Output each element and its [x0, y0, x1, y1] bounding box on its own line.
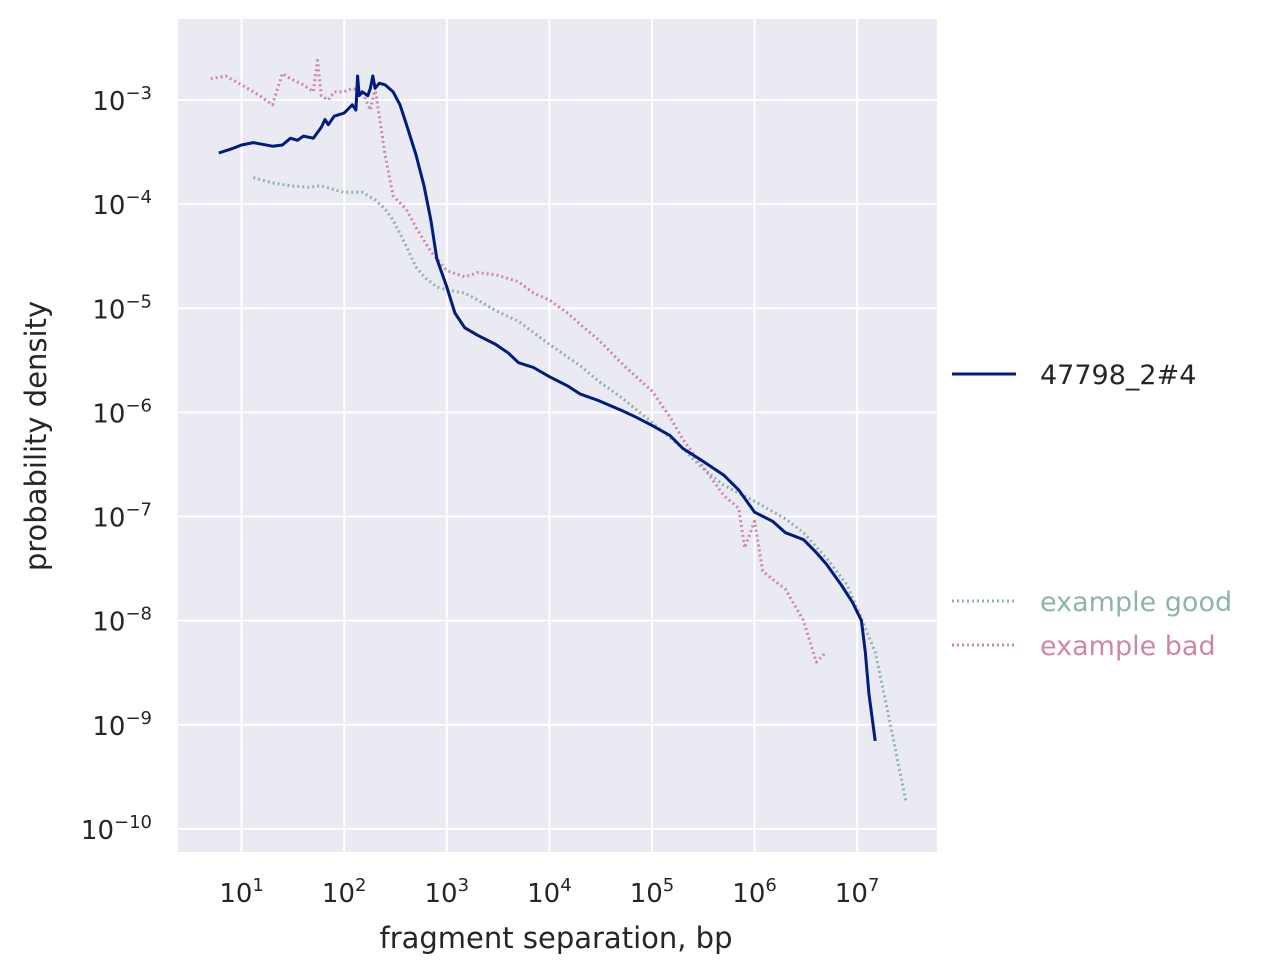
x-tick-labels: 101 102 103 104 105 106 107 [219, 875, 879, 909]
legend-label: example bad [1040, 631, 1216, 662]
y-tick-label: 10−9 [92, 708, 152, 742]
legend-label: example good [1040, 587, 1232, 618]
x-axis-label: fragment separation, bp [380, 921, 733, 955]
y-tick-label: 10−10 [81, 812, 152, 846]
legend-label: 47798_2#4 [1040, 360, 1196, 391]
x-tick-label: 103 [425, 875, 470, 909]
x-tick-label: 101 [219, 875, 264, 909]
y-tick-label: 10−8 [92, 604, 152, 638]
x-tick-label: 106 [732, 875, 777, 909]
y-axis-label: probability density [19, 301, 53, 571]
x-tick-label: 105 [630, 875, 675, 909]
y-tick-label: 10−4 [92, 187, 152, 221]
x-tick-label: 104 [527, 875, 572, 909]
series-group [210, 58, 908, 803]
x-tick-label: 102 [322, 875, 367, 909]
series-line-3 [218, 74, 877, 742]
y-tick-label: 10−5 [92, 291, 152, 325]
plot-background [178, 19, 937, 852]
x-tick-label: 107 [835, 875, 880, 909]
y-tick-labels: 10−3 10−4 10−5 10−6 10−7 10−8 10−9 10−10 [81, 83, 152, 846]
y-tick-label: 10−3 [92, 83, 152, 117]
y-tick-label: 10−6 [92, 395, 152, 429]
grid [178, 19, 937, 852]
y-tick-label: 10−7 [92, 500, 152, 534]
